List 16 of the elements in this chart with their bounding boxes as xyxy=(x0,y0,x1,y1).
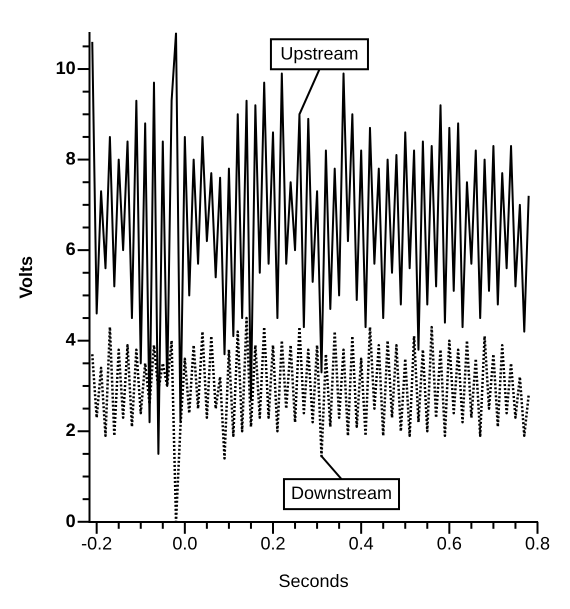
y-tick-label: 2 xyxy=(66,420,76,440)
annotation: Downstream xyxy=(290,483,392,504)
y-tick-label: 8 xyxy=(66,148,76,169)
x-tick-label: 0.2 xyxy=(260,534,286,554)
y-tick-label: 10 xyxy=(56,58,76,78)
x-axis-title: Seconds xyxy=(278,571,349,592)
y-axis-title: Volts xyxy=(16,256,36,299)
annotation: Upstream xyxy=(280,43,358,64)
y-tick-label: 6 xyxy=(66,239,76,260)
y-tick-label: 0 xyxy=(66,510,76,531)
x-tick-label: 0.4 xyxy=(348,534,374,554)
x-tick-label: 0.0 xyxy=(172,534,198,554)
x-tick-label: 0.8 xyxy=(524,534,550,554)
y-tick-label: 4 xyxy=(66,330,76,350)
x-tick-label: 0.6 xyxy=(436,534,462,554)
x-tick-label: -0.2 xyxy=(81,534,112,554)
